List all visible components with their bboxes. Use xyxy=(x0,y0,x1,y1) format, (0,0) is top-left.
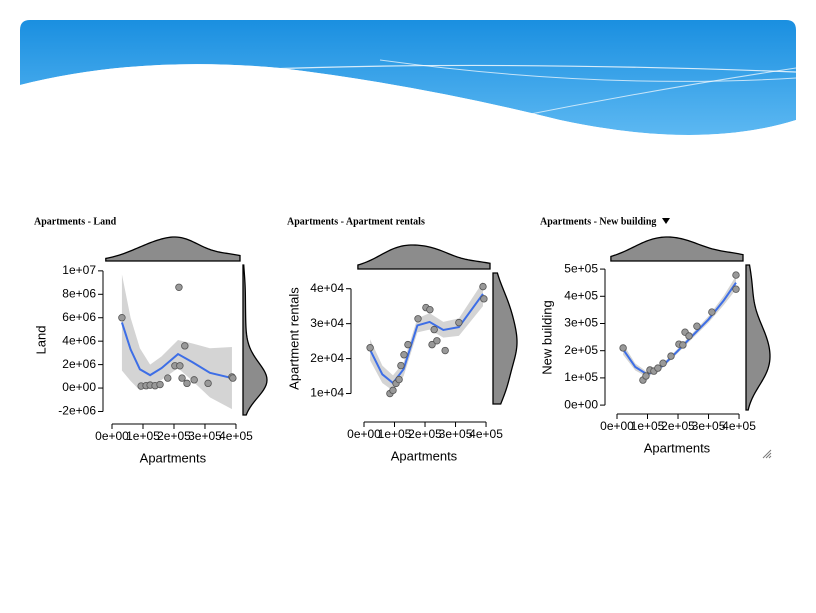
y-tick-label: 2e+05 xyxy=(564,343,598,357)
y-tick-label: 5e+05 xyxy=(564,261,598,275)
y-tick-label: 1e+05 xyxy=(564,370,598,384)
x-tick-label: 4e+05 xyxy=(722,419,756,433)
x-axis-title: Apartments xyxy=(140,450,207,465)
y-density xyxy=(492,272,518,405)
data-point xyxy=(654,364,662,372)
data-point xyxy=(693,322,701,330)
data-point xyxy=(175,283,183,291)
y-tick-label: 3e+04 xyxy=(310,316,344,330)
confidence-band xyxy=(121,274,232,410)
y-tick-label: 1e+07 xyxy=(62,263,96,277)
fit-line xyxy=(622,282,737,376)
y-tick-label: 4e+04 xyxy=(310,281,344,295)
fit-line xyxy=(120,322,233,380)
y-density xyxy=(745,264,771,411)
data-point xyxy=(404,340,412,349)
x-tick-label: 2e+05 xyxy=(661,419,695,433)
data-point xyxy=(395,375,403,384)
y-tick-label: 2e+06 xyxy=(62,357,96,371)
chart-title: Apartments - Land xyxy=(34,216,117,227)
data-point xyxy=(229,374,237,382)
data-point xyxy=(619,344,627,352)
data-point xyxy=(732,271,740,279)
data-point xyxy=(732,285,740,293)
data-point xyxy=(426,305,434,314)
data-point xyxy=(190,376,198,384)
data-point xyxy=(176,362,184,370)
data-point xyxy=(366,344,374,352)
y-axis-title: New building xyxy=(539,300,554,374)
x-tick-label: 4e+05 xyxy=(219,429,253,443)
resize-handle[interactable] xyxy=(762,449,772,459)
y-tick-label: 8e+06 xyxy=(62,286,96,300)
data-point xyxy=(708,308,716,316)
y-density xyxy=(242,264,268,416)
y-tick-label: 4e+06 xyxy=(62,333,96,347)
data-point xyxy=(480,295,488,303)
data-point xyxy=(181,342,189,350)
data-point xyxy=(679,341,687,349)
x-tick-label: 3e+05 xyxy=(692,419,726,433)
data-point xyxy=(178,374,186,382)
x-tick-label: 0e+00 xyxy=(347,427,381,441)
data-point xyxy=(685,332,693,340)
x-axis-title: Apartments xyxy=(391,448,458,463)
data-point xyxy=(642,372,650,380)
x-tick-label: 2e+05 xyxy=(408,427,442,441)
x-tick-label: 3e+05 xyxy=(439,427,473,441)
x-density xyxy=(610,236,744,262)
y-tick-label: 2e+04 xyxy=(310,351,344,365)
x-tick-label: 0e+00 xyxy=(600,419,634,433)
y-tick-label: 4e+05 xyxy=(564,288,598,302)
x-tick-label: 3e+05 xyxy=(188,429,222,443)
x-tick-label: 1e+05 xyxy=(126,429,160,443)
fit-line xyxy=(369,293,484,385)
x-density xyxy=(357,244,491,270)
x-tick-label: 1e+05 xyxy=(378,427,412,441)
data-point xyxy=(204,379,212,388)
data-point xyxy=(389,386,397,395)
x-tick-label: 1e+05 xyxy=(631,419,665,433)
data-point xyxy=(430,325,438,334)
data-point xyxy=(118,314,126,322)
y-tick-label: 0e+00 xyxy=(62,380,96,394)
data-point xyxy=(433,337,441,345)
x-axis-title: Apartments xyxy=(644,440,711,455)
x-tick-label: 0e+00 xyxy=(95,429,129,443)
y-tick-label: 3e+05 xyxy=(564,316,598,330)
y-axis-title: Apartment rentals xyxy=(286,287,301,390)
chart-title: Apartments - Apartment rentals xyxy=(287,216,425,227)
data-point xyxy=(183,379,191,388)
x-density xyxy=(105,236,241,262)
data-point xyxy=(455,318,463,327)
data-point xyxy=(441,346,449,355)
data-point xyxy=(667,352,675,360)
confidence-band xyxy=(370,281,483,391)
data-point xyxy=(156,380,164,389)
y-axis-title: Land xyxy=(33,326,48,355)
confidence-band xyxy=(623,275,736,378)
data-point xyxy=(397,361,405,370)
x-tick-label: 4e+05 xyxy=(469,427,503,441)
y-tick-label: 6e+06 xyxy=(62,310,96,324)
y-tick-label: 1e+04 xyxy=(310,386,344,400)
data-point xyxy=(414,315,422,323)
header-banner xyxy=(20,20,797,142)
data-point xyxy=(164,374,172,382)
y-tick-label: 0e+00 xyxy=(564,397,598,411)
data-point xyxy=(659,359,667,367)
dropdown-arrow[interactable] xyxy=(662,218,670,224)
data-point xyxy=(400,351,408,359)
x-tick-label: 2e+05 xyxy=(157,429,191,443)
data-point xyxy=(428,340,436,349)
y-tick-label: -2e+06 xyxy=(58,404,96,418)
chart-title: Apartments - New building xyxy=(540,216,656,227)
data-point xyxy=(479,282,487,291)
